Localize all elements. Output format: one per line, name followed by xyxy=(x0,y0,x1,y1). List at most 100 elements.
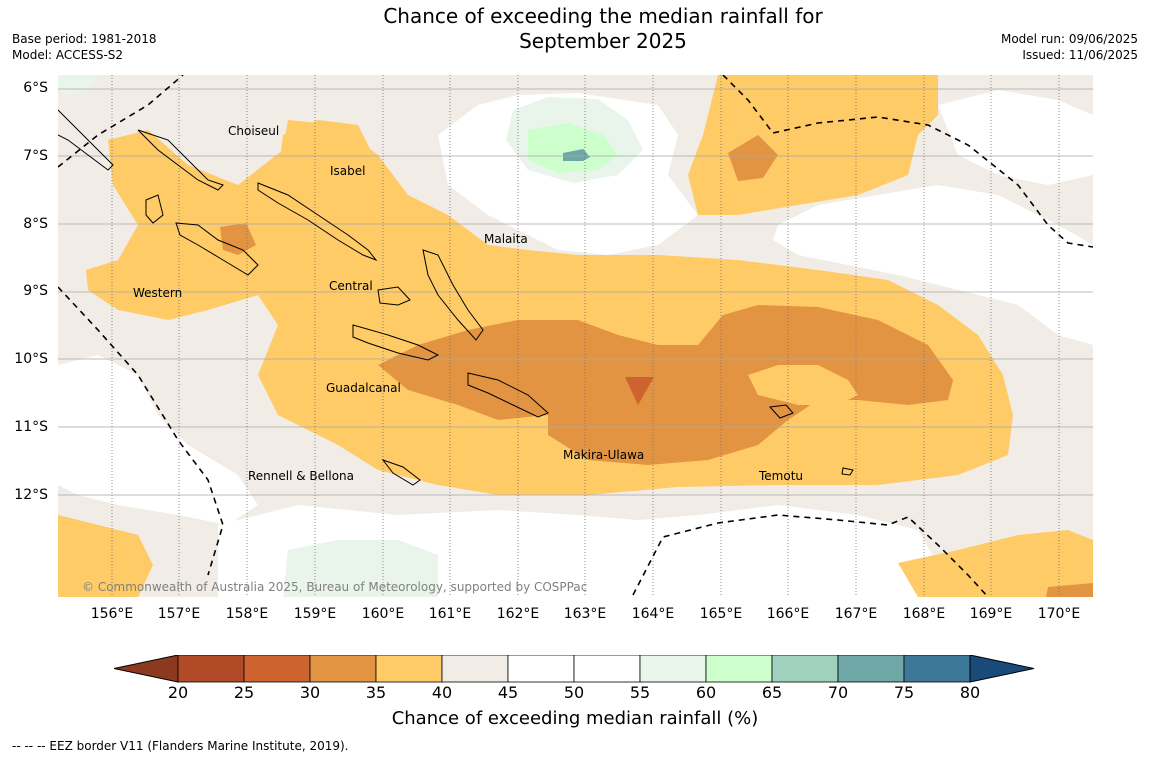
meta-left: Base period: 1981-2018 Model: ACCESS-S2 xyxy=(12,31,157,63)
lon-label-164: 164°E xyxy=(631,606,675,622)
lat-label-12: 12°S xyxy=(14,487,48,503)
orange-area-main xyxy=(378,305,953,465)
colorbar-segment xyxy=(441,655,509,683)
lat-label-7: 7°S xyxy=(23,148,48,164)
colorbar-tick-label: 70 xyxy=(827,683,849,702)
lat-label-8: 8°S xyxy=(23,216,48,232)
eez-borders xyxy=(58,75,1093,597)
eez-legend: -- -- -- EEZ border V11 (Flanders Marine… xyxy=(12,739,349,753)
green-area-south xyxy=(283,540,438,597)
colorbar-tick-label: 35 xyxy=(365,683,387,702)
lon-label-168: 168°E xyxy=(902,606,946,622)
colorbar-segment xyxy=(705,655,773,683)
green-area-nw xyxy=(58,75,98,95)
lon-label-156: 156°E xyxy=(90,606,134,622)
colorbar-segment xyxy=(375,655,443,683)
guadalcanal-island xyxy=(352,324,440,361)
yellow-hole xyxy=(748,365,858,405)
central-island xyxy=(377,286,411,306)
meta-right: Model run: 09/06/2025 Issued: 11/06/2025 xyxy=(1001,31,1138,63)
colorbar-over-triangle xyxy=(969,655,1035,683)
red-area xyxy=(625,377,654,405)
yellow-area-sw xyxy=(58,515,153,597)
western-island-2 xyxy=(145,194,164,224)
lon-label-163: 163°E xyxy=(563,606,607,622)
region-temotu: Temotu xyxy=(758,469,803,483)
lat-label-6: 6°S xyxy=(23,80,48,96)
title-line-2: September 2025 xyxy=(519,29,687,53)
colorbar-segment xyxy=(573,655,641,683)
region-malaita: Malaita xyxy=(484,232,528,246)
title-line-1: Chance of exceeding the median rainfall … xyxy=(383,4,823,28)
colorbar-tick-label: 80 xyxy=(959,683,981,702)
colorbar-tick-label: 60 xyxy=(695,683,717,702)
lon-label-157: 157°E xyxy=(157,606,201,622)
region-choiseul: Choiseul xyxy=(228,124,279,138)
map-title: Chance of exceeding the median rainfall … xyxy=(300,4,906,54)
yellow-area-ne xyxy=(688,75,938,215)
base-period: Base period: 1981-2018 xyxy=(12,32,157,46)
lat-label-11: 11°S xyxy=(14,419,48,435)
model-run: Model run: 09/06/2025 xyxy=(1000,32,1138,46)
colorbar-tick-label: 40 xyxy=(431,683,453,702)
region-guadalcanal: Guadalcanal xyxy=(326,381,401,395)
malaita-island xyxy=(422,249,484,341)
colorbar-tick-label: 45 xyxy=(497,683,519,702)
yellow-area-se xyxy=(898,530,1093,597)
lon-label-158: 158°E xyxy=(225,606,269,622)
orange-area-se xyxy=(1046,583,1093,597)
eez-border-north xyxy=(58,75,184,168)
lon-label-170: 170°E xyxy=(1037,606,1081,622)
lon-label-159: 159°E xyxy=(293,606,337,622)
lat-grid xyxy=(58,88,1093,496)
makira-island xyxy=(467,372,549,418)
colorbar-segment xyxy=(837,655,905,683)
lon-label-166: 166°E xyxy=(766,606,810,622)
lon-label-167: 167°E xyxy=(834,606,878,622)
choiseul-island xyxy=(137,129,224,191)
temotu-island xyxy=(768,404,794,419)
colorbar-under-triangle xyxy=(114,655,179,683)
isabel-island xyxy=(257,182,378,262)
colorbar-segment xyxy=(507,655,575,683)
region-central: Central xyxy=(329,279,373,293)
bougainville-coast xyxy=(58,109,114,171)
colorbar-tick-label: 50 xyxy=(563,683,585,702)
lon-label-161: 161°E xyxy=(428,606,472,622)
colorbar-segment xyxy=(243,655,311,683)
white-area-east xyxy=(773,185,1093,345)
region-makira-ulawa: Makira-Ulawa xyxy=(563,448,644,462)
colorbar-segment xyxy=(771,655,839,683)
colorbar-tick-label: 20 xyxy=(167,683,189,702)
colorbar-tick-label: 30 xyxy=(299,683,321,702)
lon-label-160: 160°E xyxy=(361,606,405,622)
rainfall-map: Choiseul Isabel Malaita Western Central … xyxy=(58,75,1093,597)
colorbar-label: Chance of exceeding median rainfall (%) xyxy=(391,708,759,729)
eez-border-south xyxy=(632,514,989,597)
lon-label-165: 165°E xyxy=(699,606,743,622)
lat-label-9: 9°S xyxy=(23,283,48,299)
eez-border-west xyxy=(58,286,224,576)
coastlines xyxy=(58,109,854,486)
temotu-island-2 xyxy=(841,467,854,476)
lat-label-10: 10°S xyxy=(14,351,48,367)
colorbar-segment xyxy=(639,655,707,683)
region-western: Western xyxy=(133,286,182,300)
lon-grid xyxy=(111,75,1060,597)
white-area-ne xyxy=(938,90,1093,185)
colorbar-tick-label: 25 xyxy=(233,683,255,702)
new-georgia-island xyxy=(175,222,259,276)
colorbar-tick-label: 75 xyxy=(893,683,915,702)
copyright-notice: © Commonwealth of Australia 2025, Bureau… xyxy=(82,580,588,594)
green-area-mid xyxy=(528,123,618,173)
region-rennell-bellona: Rennell & Bellona xyxy=(248,469,354,483)
colorbar-tick-label: 55 xyxy=(629,683,651,702)
rennell-island xyxy=(381,458,421,486)
colorbar-tick-label: 65 xyxy=(761,683,783,702)
colorbar-segment xyxy=(309,655,377,683)
eez-border-ne xyxy=(722,75,1093,248)
colorbar-segments xyxy=(114,655,1035,683)
region-isabel: Isabel xyxy=(330,164,365,178)
colorbar-segment xyxy=(177,655,245,683)
colorbar-segment xyxy=(903,655,971,683)
